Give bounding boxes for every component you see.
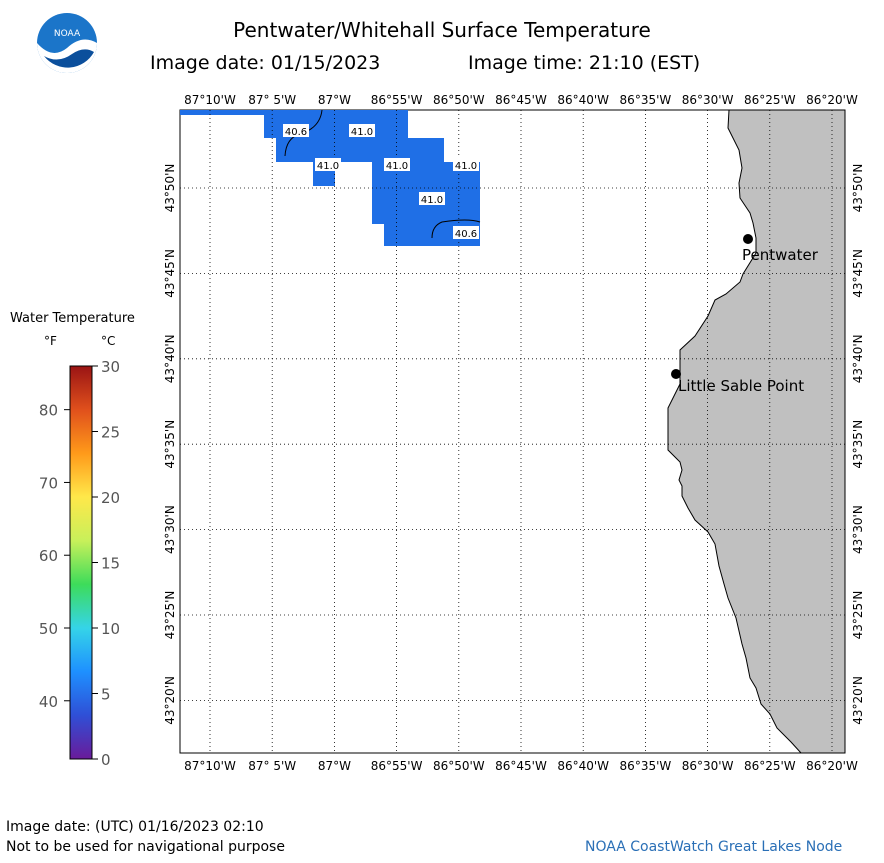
lon-label: 87°10'W bbox=[184, 759, 236, 773]
lat-label: 43°45'N bbox=[851, 249, 865, 298]
graticule bbox=[180, 110, 845, 753]
legend-unit-c: °C bbox=[101, 334, 116, 348]
lat-label: 43°30'N bbox=[851, 505, 865, 554]
lat-label: 43°30'N bbox=[163, 505, 177, 554]
legend-label-c: 5 bbox=[101, 686, 111, 704]
contour-label-box bbox=[453, 226, 479, 239]
lon-label: 86°25'W bbox=[744, 759, 796, 773]
pentwater-marker bbox=[743, 234, 753, 244]
contour-label: 41.0 bbox=[421, 195, 443, 206]
lat-label: 43°25'N bbox=[851, 591, 865, 640]
temperature-map: 40.6 41.0 41.0 41.0 41.0 41.0 40.6 Pentwater L… bbox=[163, 93, 865, 773]
latitude-labels-left: 43°50'N 43°45'N 43°40'N 43°35'N 43°30'N 43°25… bbox=[163, 164, 177, 725]
contour-label-box bbox=[384, 158, 410, 171]
contour-label: 40.6 bbox=[285, 127, 307, 138]
contour-label-box bbox=[419, 192, 445, 205]
temp-cell bbox=[372, 138, 444, 224]
lat-label: 43°40'N bbox=[163, 334, 177, 383]
legend-label-f: 60 bbox=[39, 547, 58, 565]
contour-label-box bbox=[349, 124, 375, 137]
lat-label: 43°20'N bbox=[851, 676, 865, 725]
contour-label: 40.6 bbox=[455, 229, 477, 240]
lon-label: 86°30'W bbox=[682, 93, 734, 107]
lon-label: 86°35'W bbox=[620, 93, 672, 107]
page-title: Pentwater/Whitehall Surface Temperature bbox=[233, 18, 651, 42]
lon-label: 86°50'W bbox=[433, 759, 485, 773]
legend-label-c: 30 bbox=[101, 358, 120, 376]
lat-label: 43°45'N bbox=[163, 249, 177, 298]
lat-label: 43°35'N bbox=[851, 420, 865, 469]
footer-credit: NOAA CoastWatch Great Lakes Node bbox=[585, 839, 843, 855]
legend-label-f: 80 bbox=[39, 402, 58, 420]
contour-label: 41.0 bbox=[317, 161, 339, 172]
lon-label: 86°55'W bbox=[371, 759, 423, 773]
lat-label: 43°35'N bbox=[163, 420, 177, 469]
contour-label-box bbox=[315, 158, 341, 171]
lon-label: 86°40'W bbox=[557, 759, 609, 773]
legend-label-c: 20 bbox=[101, 489, 120, 507]
lon-label: 86°55'W bbox=[371, 93, 423, 107]
lon-label: 87°10'W bbox=[184, 93, 236, 107]
longitude-labels-bottom: 87°10'W 87° 5'W 87°W 86°55'W 86°50'W 86°45'W 8… bbox=[184, 759, 858, 773]
contour-line bbox=[431, 219, 481, 239]
legend-label-f: 70 bbox=[39, 474, 58, 492]
lon-label: 86°25'W bbox=[744, 93, 796, 107]
lon-label: 86°50'W bbox=[433, 93, 485, 107]
contour-label-box bbox=[453, 158, 479, 171]
legend-label-f: 50 bbox=[39, 620, 58, 638]
contour-label: 41.0 bbox=[455, 161, 477, 172]
lat-label: 43°50'N bbox=[163, 164, 177, 213]
colorbar-rect bbox=[69, 365, 93, 760]
image-time: Image time: 21:10 (EST) bbox=[468, 52, 701, 74]
longitude-labels-top: 87°10'W 87° 5'W 87°W 86°55'W 86°50'W 86°45'W 8… bbox=[184, 93, 858, 107]
lon-label: 86°45'W bbox=[495, 759, 547, 773]
land-area bbox=[667, 109, 846, 754]
lon-label: 86°20'W bbox=[806, 759, 858, 773]
lat-label: 43°25'N bbox=[163, 591, 177, 640]
contour-labels: 40.6 41.0 41.0 41.0 41.0 41.0 40.6 bbox=[283, 124, 479, 240]
legend-unit-f: °F bbox=[44, 334, 57, 348]
contour-label: 41.0 bbox=[386, 161, 408, 172]
lon-label: 86°30'W bbox=[682, 759, 734, 773]
lon-label: 86°45'W bbox=[495, 93, 547, 107]
legend-label-c: 0 bbox=[101, 751, 111, 769]
legend-title: Water Temperature bbox=[10, 311, 135, 326]
place-label-pentwater: Pentwater bbox=[742, 246, 819, 264]
lon-label: 87° 5'W bbox=[248, 93, 296, 107]
footer-disclaimer: Not to be used for navigational purpose bbox=[6, 839, 285, 855]
contour-label-box bbox=[283, 124, 309, 137]
lon-label: 87°W bbox=[318, 759, 351, 773]
temp-cell bbox=[444, 162, 480, 234]
image-date: Image date: 01/15/2023 bbox=[150, 52, 381, 74]
legend-label-c: 15 bbox=[101, 555, 120, 573]
contour-label: 41.0 bbox=[351, 127, 373, 138]
temp-cell bbox=[180, 110, 264, 115]
lon-label: 86°20'W bbox=[806, 93, 858, 107]
lon-label: 86°35'W bbox=[620, 759, 672, 773]
noaa-logo: NOAA bbox=[37, 13, 97, 73]
logo-text: NOAA bbox=[54, 29, 81, 39]
legend-label-f: 40 bbox=[39, 693, 58, 711]
little-sable-point-marker bbox=[671, 369, 681, 379]
lat-label: 43°40'N bbox=[851, 334, 865, 383]
lon-label: 86°40'W bbox=[557, 93, 609, 107]
place-label-little-sable-point: Little Sable Point bbox=[678, 377, 804, 395]
lon-label: 87° 5'W bbox=[248, 759, 296, 773]
lat-label: 43°20'N bbox=[163, 676, 177, 725]
legend-label-c: 10 bbox=[101, 620, 120, 638]
lon-label: 87°W bbox=[318, 93, 351, 107]
footer-utc-date: Image date: (UTC) 01/16/2023 02:10 bbox=[6, 819, 264, 835]
latitude-labels-right: 43°50'N 43°45'N 43°40'N 43°35'N 43°30'N 43°25… bbox=[851, 164, 865, 725]
lat-label: 43°50'N bbox=[851, 164, 865, 213]
legend-label-c: 25 bbox=[101, 424, 120, 442]
